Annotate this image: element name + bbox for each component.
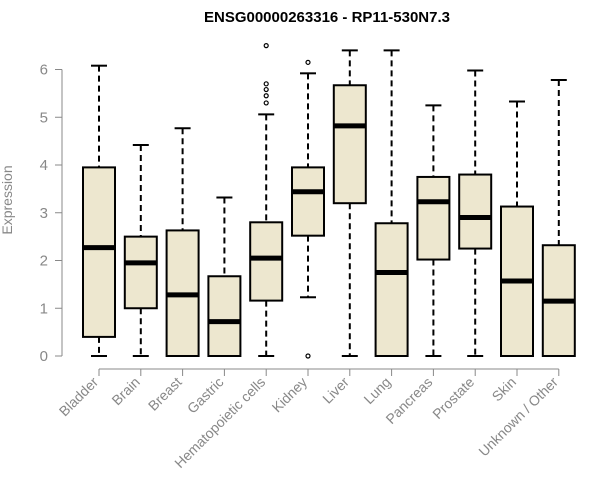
box-iqr [291,166,325,237]
box-prostate [458,69,493,357]
outlier-point [263,43,269,49]
y-tick-label: 6 [40,62,48,79]
box-iqr [249,221,284,302]
box-iqr [123,235,158,310]
box-breast [165,127,200,357]
outlier-point [305,59,311,65]
box-pancreas [416,104,451,357]
y-tick-label: 1 [40,300,48,317]
y-tick-label: 0 [40,348,48,365]
x-tick-label: Unknown / Other [475,374,561,460]
box-skin [500,100,534,357]
box-lung [374,49,409,357]
box-liver [332,49,367,357]
box-unknown-other [541,79,576,357]
x-tick-label: Skin [489,374,520,405]
x-tick-label: Prostate [429,374,477,422]
y-axis: 0 1 2 3 4 5 6 [40,62,63,365]
outlier-point [263,100,269,106]
x-tick-label: Bladder [56,374,102,420]
box-iqr [82,166,116,338]
y-tick-label: 5 [40,109,48,126]
x-tick-label: Kidney [269,374,311,416]
box-gastric [207,196,242,358]
outlier-point [305,353,311,359]
box-iqr [416,175,451,261]
box-iqr [374,222,409,357]
box-kidney [291,59,325,359]
x-tick-label: Breast [145,374,185,414]
boxes-group [82,43,576,359]
outlier-point [263,86,269,93]
box-hematopoietic-cells [249,43,284,357]
box-iqr [458,173,493,250]
chart-title: ENSG00000263316 - RP11-530N7.3 [204,9,450,26]
x-tick-label: Lung [360,374,393,407]
outlier-point [263,93,269,99]
outlier-point [263,81,269,87]
y-axis-label: Expression [0,165,15,234]
box-brain [123,143,158,357]
box-iqr [207,275,242,358]
y-tick-label: 2 [40,253,48,270]
x-tick-label: Liver [319,374,352,407]
box-bladder [82,64,116,357]
y-tick-label: 3 [40,205,48,222]
box-iqr [332,84,367,205]
y-tick-label: 4 [40,157,48,174]
x-tick-label: Brain [108,374,142,408]
